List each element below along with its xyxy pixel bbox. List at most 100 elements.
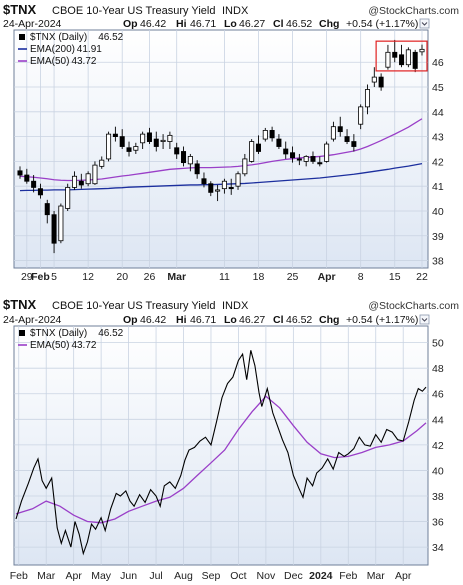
chart-1-candle-26 (194, 163, 200, 175)
chart-1-candle-10 (85, 173, 91, 185)
chart-1-candle-8 (71, 175, 78, 188)
chart-1-legend-name-0: $TNX (Daily) (30, 32, 87, 43)
chart-2-x-tick-10: Dec (284, 570, 303, 582)
chart-1: $TNX CBOE 10-Year US Treasury Yield INDX… (3, 2, 459, 283)
chart-1-candle-3 (37, 188, 43, 196)
chart-1-candle-57 (405, 49, 411, 66)
chart-1-candle-56 (399, 54, 405, 66)
chart-1-candle-50 (358, 106, 364, 125)
chart-2-x-tick-9: Nov (257, 570, 276, 582)
chart-1-x-tick-11: 8 (358, 271, 364, 283)
chart-2-y-tick-7: 48 (432, 363, 444, 375)
chart-1-y-tick-1: 39 (432, 231, 444, 243)
chart-1-candle-28 (208, 183, 214, 193)
chart-1-x-tick-4: 20 (116, 271, 128, 283)
chart-1-credit: @StockCharts.com (368, 5, 459, 17)
chart-2-date: 24-Apr-2024 (3, 314, 62, 326)
chart-1-change: +0.54 (+1.17%) (346, 18, 418, 30)
chart-1-legend-value-2: 43.72 (71, 56, 96, 67)
chart-1-y-tick-4: 42 (432, 156, 444, 168)
chart-1-low-label: Lo (224, 18, 237, 30)
chart-2-y-tick-6: 46 (432, 389, 444, 401)
chart-2-ticker: $TNX (3, 297, 37, 312)
chart-1-candle-17 (133, 146, 139, 151)
chart-1-title: CBOE 10-Year US Treasury Yield (52, 5, 215, 17)
chart-1-candle-6 (58, 205, 64, 242)
chart-2-high: 46.71 (190, 314, 216, 326)
chart-2: $TNX CBOE 10-Year US Treasury Yield INDX… (3, 297, 459, 582)
chart-2-settings-icon[interactable] (419, 314, 430, 325)
chart-1-x-tick-6: Mar (167, 271, 186, 283)
chart-2-y-tick-3: 40 (432, 465, 444, 477)
chart-2-x-axis: Feb Mar Apr May Jun Jul Aug Sep Oct Nov Dec 2024 Feb… (10, 570, 412, 582)
chart-1-x-tick-8: 18 (253, 271, 265, 283)
chart-1-change-label: Chg (319, 18, 339, 30)
chart-2-title: CBOE 10-Year US Treasury Yield (52, 300, 215, 312)
chart-2-y-tick-4: 42 (432, 440, 444, 452)
chart-1-candle-23 (174, 147, 180, 155)
chart-1-candle-30 (221, 180, 227, 190)
chart-2-settings-icon-chevron (421, 318, 428, 322)
chart-2-x-tick-0: Feb (10, 570, 28, 582)
chart-1-candle-24 (181, 151, 187, 164)
chart-1-date: 24-Apr-2024 (3, 18, 62, 30)
chart-1-candle-37 (269, 130, 275, 139)
chart-2-gridlines (14, 326, 428, 565)
chart-1-candle-18 (140, 133, 146, 144)
chart-1-candle-54 (385, 51, 391, 68)
chart-1-candle-9 (78, 180, 84, 186)
chart-1-settings-icon[interactable] (419, 18, 430, 29)
chart-1-high-label: Hi (176, 18, 187, 30)
chart-2-y-tick-2: 38 (432, 491, 444, 503)
chart-1-candle-32 (235, 173, 241, 187)
chart-2-legend-marker-0 (19, 330, 25, 336)
chart-1-ema200-line (19, 162, 423, 192)
chart-1-x-tick-9: 25 (287, 271, 299, 283)
chart-2-legend-value-0: 46.52 (98, 328, 123, 339)
chart-1-candle-58 (412, 51, 418, 69)
chart-1-candle-2 (31, 180, 37, 188)
chart-1-candle-1 (24, 174, 30, 182)
chart-2-y-tick-1: 36 (432, 517, 444, 529)
chart-1-candle-7 (65, 187, 71, 209)
chart-1-y-tick-5: 43 (432, 132, 444, 144)
chart-1-candle-40 (290, 152, 296, 159)
chart-2-y-tick-5: 44 (432, 414, 444, 426)
chart-1-candle-44 (317, 162, 323, 165)
chart-2-open: 46.42 (140, 314, 166, 326)
chart-2-x-tick-6: Aug (174, 570, 193, 582)
chart-1-candle-53 (378, 76, 384, 88)
chart-1-candle-45 (324, 143, 330, 162)
chart-2-legend-value-1: 43.72 (71, 340, 96, 351)
chart-2-low-label: Lo (224, 314, 237, 326)
chart-2-x-tick-5: Jul (149, 570, 162, 582)
chart-2-x-tick-14: Apr (395, 570, 412, 582)
chart-1-y-tick-2: 40 (432, 206, 444, 218)
chart-1-low: 46.27 (239, 18, 265, 30)
chart-2-change: +0.54 (+1.17%) (346, 314, 418, 326)
chart-1-y-axis: 38 39 40 41 42 43 44 45 46 (432, 57, 444, 267)
chart-1-x-tick-0: 29 (21, 271, 33, 283)
chart-1-legend-value-1: 41.91 (77, 44, 102, 55)
chart-1-candle-52 (371, 76, 377, 83)
chart-1-x-tick-2: 5 (51, 271, 57, 283)
chart-1-legend-name-1: EMA(200) (30, 44, 75, 55)
chart-1-settings-icon-box (419, 18, 430, 29)
chart-1-candle-41 (296, 158, 302, 161)
chart-2-x-tick-12: Feb (339, 570, 357, 582)
chart-1-candle-31 (228, 187, 234, 190)
chart-1-candle-47 (337, 126, 343, 133)
chart-2-ema50-line (15, 395, 427, 524)
chart-1-candle-20 (153, 138, 159, 147)
chart-2-close-label: Cl (273, 314, 284, 326)
chart-2-settings-icon-box (419, 314, 430, 325)
chart-1-candle-11 (92, 164, 98, 185)
chart-1-high: 46.71 (190, 18, 216, 30)
chart-2-y-tick-0: 34 (432, 542, 444, 554)
chart-1-x-tick-3: 12 (82, 271, 94, 283)
chart-1-y-tick-0: 38 (432, 256, 444, 268)
chart-2-change-label: Chg (319, 314, 339, 326)
chart-1-x-tick-12: 15 (389, 271, 401, 283)
